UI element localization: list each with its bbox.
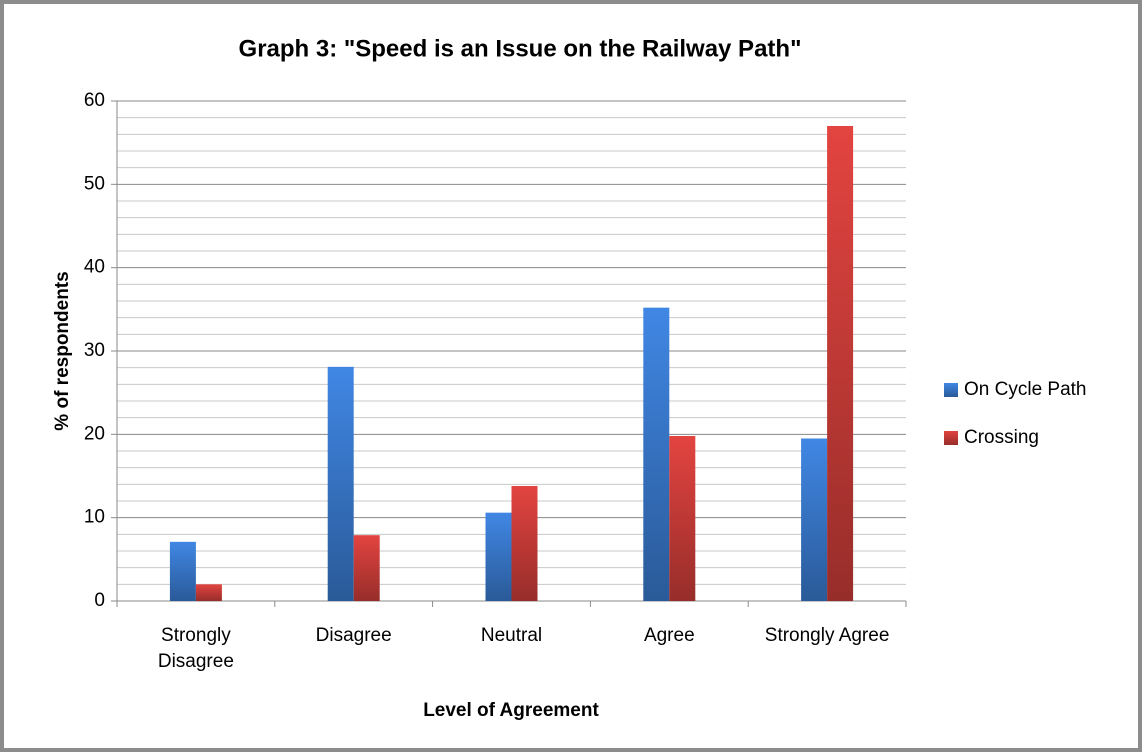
y-axis-label: % of respondents [52, 271, 73, 430]
bar [169, 541, 196, 601]
y-tick-label: 20 [84, 423, 105, 444]
y-tick-label: 30 [84, 340, 105, 361]
bar [511, 486, 538, 601]
bar [327, 366, 354, 601]
bar [485, 512, 512, 601]
legend-label: On Cycle Path [964, 379, 1087, 400]
bar [195, 584, 222, 601]
x-tick-label: Strongly Agree [764, 625, 890, 646]
y-tick-label: 60 [84, 90, 105, 111]
x-tick-label: Strongly Disagree [157, 625, 234, 672]
bar [801, 438, 828, 601]
y-tick-label: 40 [84, 257, 105, 278]
bar [669, 436, 696, 601]
x-tick-label: Disagree [315, 625, 392, 646]
legend-label: Crossing [964, 427, 1039, 448]
chart-title: Graph 3: "Speed is an Issue on the Railw… [239, 35, 802, 62]
x-tick-label: Agree [643, 625, 695, 646]
y-tick-label: 10 [84, 507, 105, 528]
y-tick-label: 0 [94, 590, 105, 611]
bar [827, 126, 854, 601]
bar [643, 307, 670, 601]
y-tick-label: 50 [84, 173, 105, 194]
x-tick-label: Neutral [480, 625, 543, 646]
x-axis-label: Level of Agreement [423, 700, 599, 721]
legend-swatch [944, 383, 958, 397]
bar [353, 535, 380, 601]
legend-swatch [944, 431, 958, 445]
